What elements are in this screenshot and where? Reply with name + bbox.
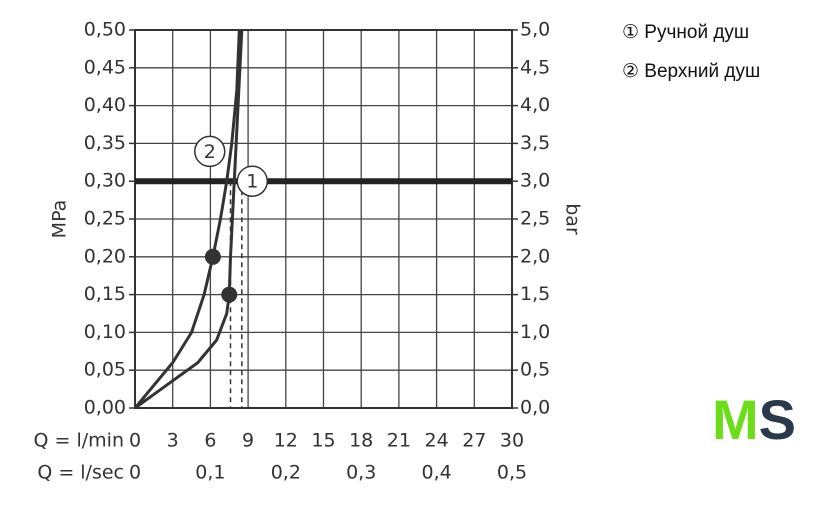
x2-tick-label: 0,1 (195, 462, 225, 484)
curve-label: 2 (204, 141, 216, 163)
legend-entry: ① Ручной душ (622, 22, 749, 43)
x-tick-label: 21 (387, 430, 411, 452)
x-tick-label: 30 (500, 430, 524, 452)
x2-tick-label: 0,5 (497, 462, 527, 484)
x-tick-label: 15 (311, 430, 335, 452)
x-tick-label: 0 (129, 430, 141, 452)
y2-tick-label: 2,5 (520, 208, 550, 230)
x-axis-label: Q = l/min (34, 430, 124, 452)
y-tick-label: 0,35 (84, 132, 126, 154)
y-tick-label: 0,30 (84, 170, 126, 192)
marker-point (204, 248, 221, 265)
y-tick-label: 0,15 (84, 283, 126, 305)
y-axis-label: MPa (49, 200, 71, 239)
marker-point (221, 286, 238, 303)
y-tick-label: 0,25 (84, 208, 126, 230)
x2-tick-label: 0,2 (271, 462, 301, 484)
x-tick-label: 18 (349, 430, 373, 452)
y2-tick-label: 3,5 (520, 132, 550, 154)
x2-tick-label: 0 (129, 462, 141, 484)
y2-tick-label: 1,0 (520, 321, 550, 343)
y-tick-label: 0,10 (84, 321, 126, 343)
y2-tick-label: 3,0 (520, 170, 550, 192)
logo-m: M (712, 388, 759, 451)
y-tick-label: 0,50 (84, 19, 126, 41)
y-tick-label: 0,20 (84, 245, 126, 267)
logo-s: S (759, 388, 796, 451)
x-tick-label: 6 (204, 430, 216, 452)
legend-entry: ② Верхний душ (622, 61, 760, 82)
curve-label-circle (194, 135, 226, 168)
x-tick-label: 12 (274, 430, 298, 452)
y2-tick-label: 4,5 (520, 56, 550, 78)
y-tick-label: 0,00 (84, 397, 126, 419)
x-tick-label: 9 (242, 430, 254, 452)
x2-tick-label: 0,3 (346, 462, 376, 484)
y2-tick-label: 4,0 (520, 94, 550, 116)
y-tick-label: 0,45 (84, 56, 126, 78)
y2-tick-label: 0,5 (520, 359, 550, 381)
y2-tick-label: 1,5 (520, 283, 550, 305)
plot-frame (134, 29, 513, 409)
y2-axis-label: bar (562, 203, 584, 235)
curve-label: 1 (246, 171, 258, 193)
x2-axis-label: Q = l/sec (37, 462, 124, 484)
y2-tick-label: 5,0 (520, 19, 550, 41)
x-tick-label: 24 (425, 430, 449, 452)
curve-label-circle (236, 165, 269, 197)
y2-tick-label: 0,0 (520, 397, 550, 419)
logo: MS (712, 388, 796, 451)
curve (134, 29, 244, 410)
x-tick-label: 3 (167, 430, 179, 452)
y2-tick-label: 2,0 (520, 245, 550, 267)
y-tick-label: 0,05 (84, 359, 126, 381)
x2-tick-label: 0,4 (421, 462, 451, 484)
x-tick-label: 27 (462, 430, 486, 452)
y-tick-label: 0,40 (84, 94, 126, 116)
